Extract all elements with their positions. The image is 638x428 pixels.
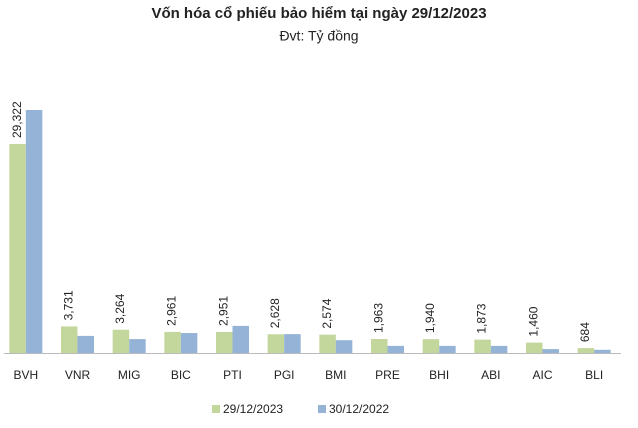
bar	[164, 331, 181, 353]
bar	[232, 325, 249, 353]
value-label: 2,628	[268, 298, 282, 328]
x-tick-label: MIG	[118, 368, 141, 382]
legend-label: 29/12/2023	[223, 402, 283, 416]
bar	[542, 349, 559, 353]
x-tick-label: PGI	[274, 368, 295, 382]
bar	[284, 334, 301, 353]
chart-title: Vốn hóa cổ phiếu bảo hiểm tại ngày 29/12…	[151, 5, 486, 22]
value-label: 29,322	[10, 101, 24, 138]
bar	[77, 335, 94, 353]
bar	[180, 333, 198, 353]
x-tick-label: VNR	[65, 368, 91, 382]
bar	[335, 340, 353, 353]
bar	[490, 345, 508, 353]
value-label: 1,940	[423, 303, 437, 333]
legend-swatch	[318, 405, 326, 413]
x-tick-label: BMI	[325, 368, 346, 382]
bar	[387, 345, 404, 353]
x-tick-label: AIC	[532, 368, 552, 382]
bar	[422, 339, 440, 353]
value-label: 2,961	[165, 296, 179, 326]
legend-label: 30/12/2022	[329, 402, 389, 416]
x-tick-label: BIC	[171, 368, 191, 382]
bar	[216, 331, 233, 353]
bar	[319, 334, 336, 353]
bar	[371, 339, 388, 353]
x-tick-label: BHI	[429, 368, 449, 382]
value-label: 1,460	[526, 306, 540, 336]
x-tick-label: PTI	[223, 368, 242, 382]
bar	[9, 144, 26, 353]
bar	[129, 339, 146, 353]
legend-swatch	[212, 405, 220, 413]
bar	[474, 339, 491, 353]
bar	[25, 110, 43, 353]
x-tick-label: BLI	[585, 368, 603, 382]
bar	[594, 349, 611, 353]
bar	[577, 348, 595, 353]
value-label: 684	[578, 322, 592, 342]
x-tick-label: PRE	[375, 368, 400, 382]
bar	[439, 345, 456, 353]
bar	[61, 326, 78, 353]
value-label: 1,873	[475, 303, 489, 333]
value-label: 2,574	[320, 298, 334, 328]
bar	[526, 342, 543, 353]
x-tick-label: ABI	[481, 368, 500, 382]
value-label: 1,963	[371, 303, 385, 333]
bar	[267, 334, 285, 353]
value-label: 3,731	[61, 290, 75, 320]
x-tick-label: BVH	[13, 368, 38, 382]
bar	[112, 329, 130, 353]
value-label: 3,264	[113, 293, 127, 323]
value-label: 2,951	[216, 296, 230, 326]
chart-subtitle: Đvt: Tỷ đồng	[279, 28, 358, 44]
